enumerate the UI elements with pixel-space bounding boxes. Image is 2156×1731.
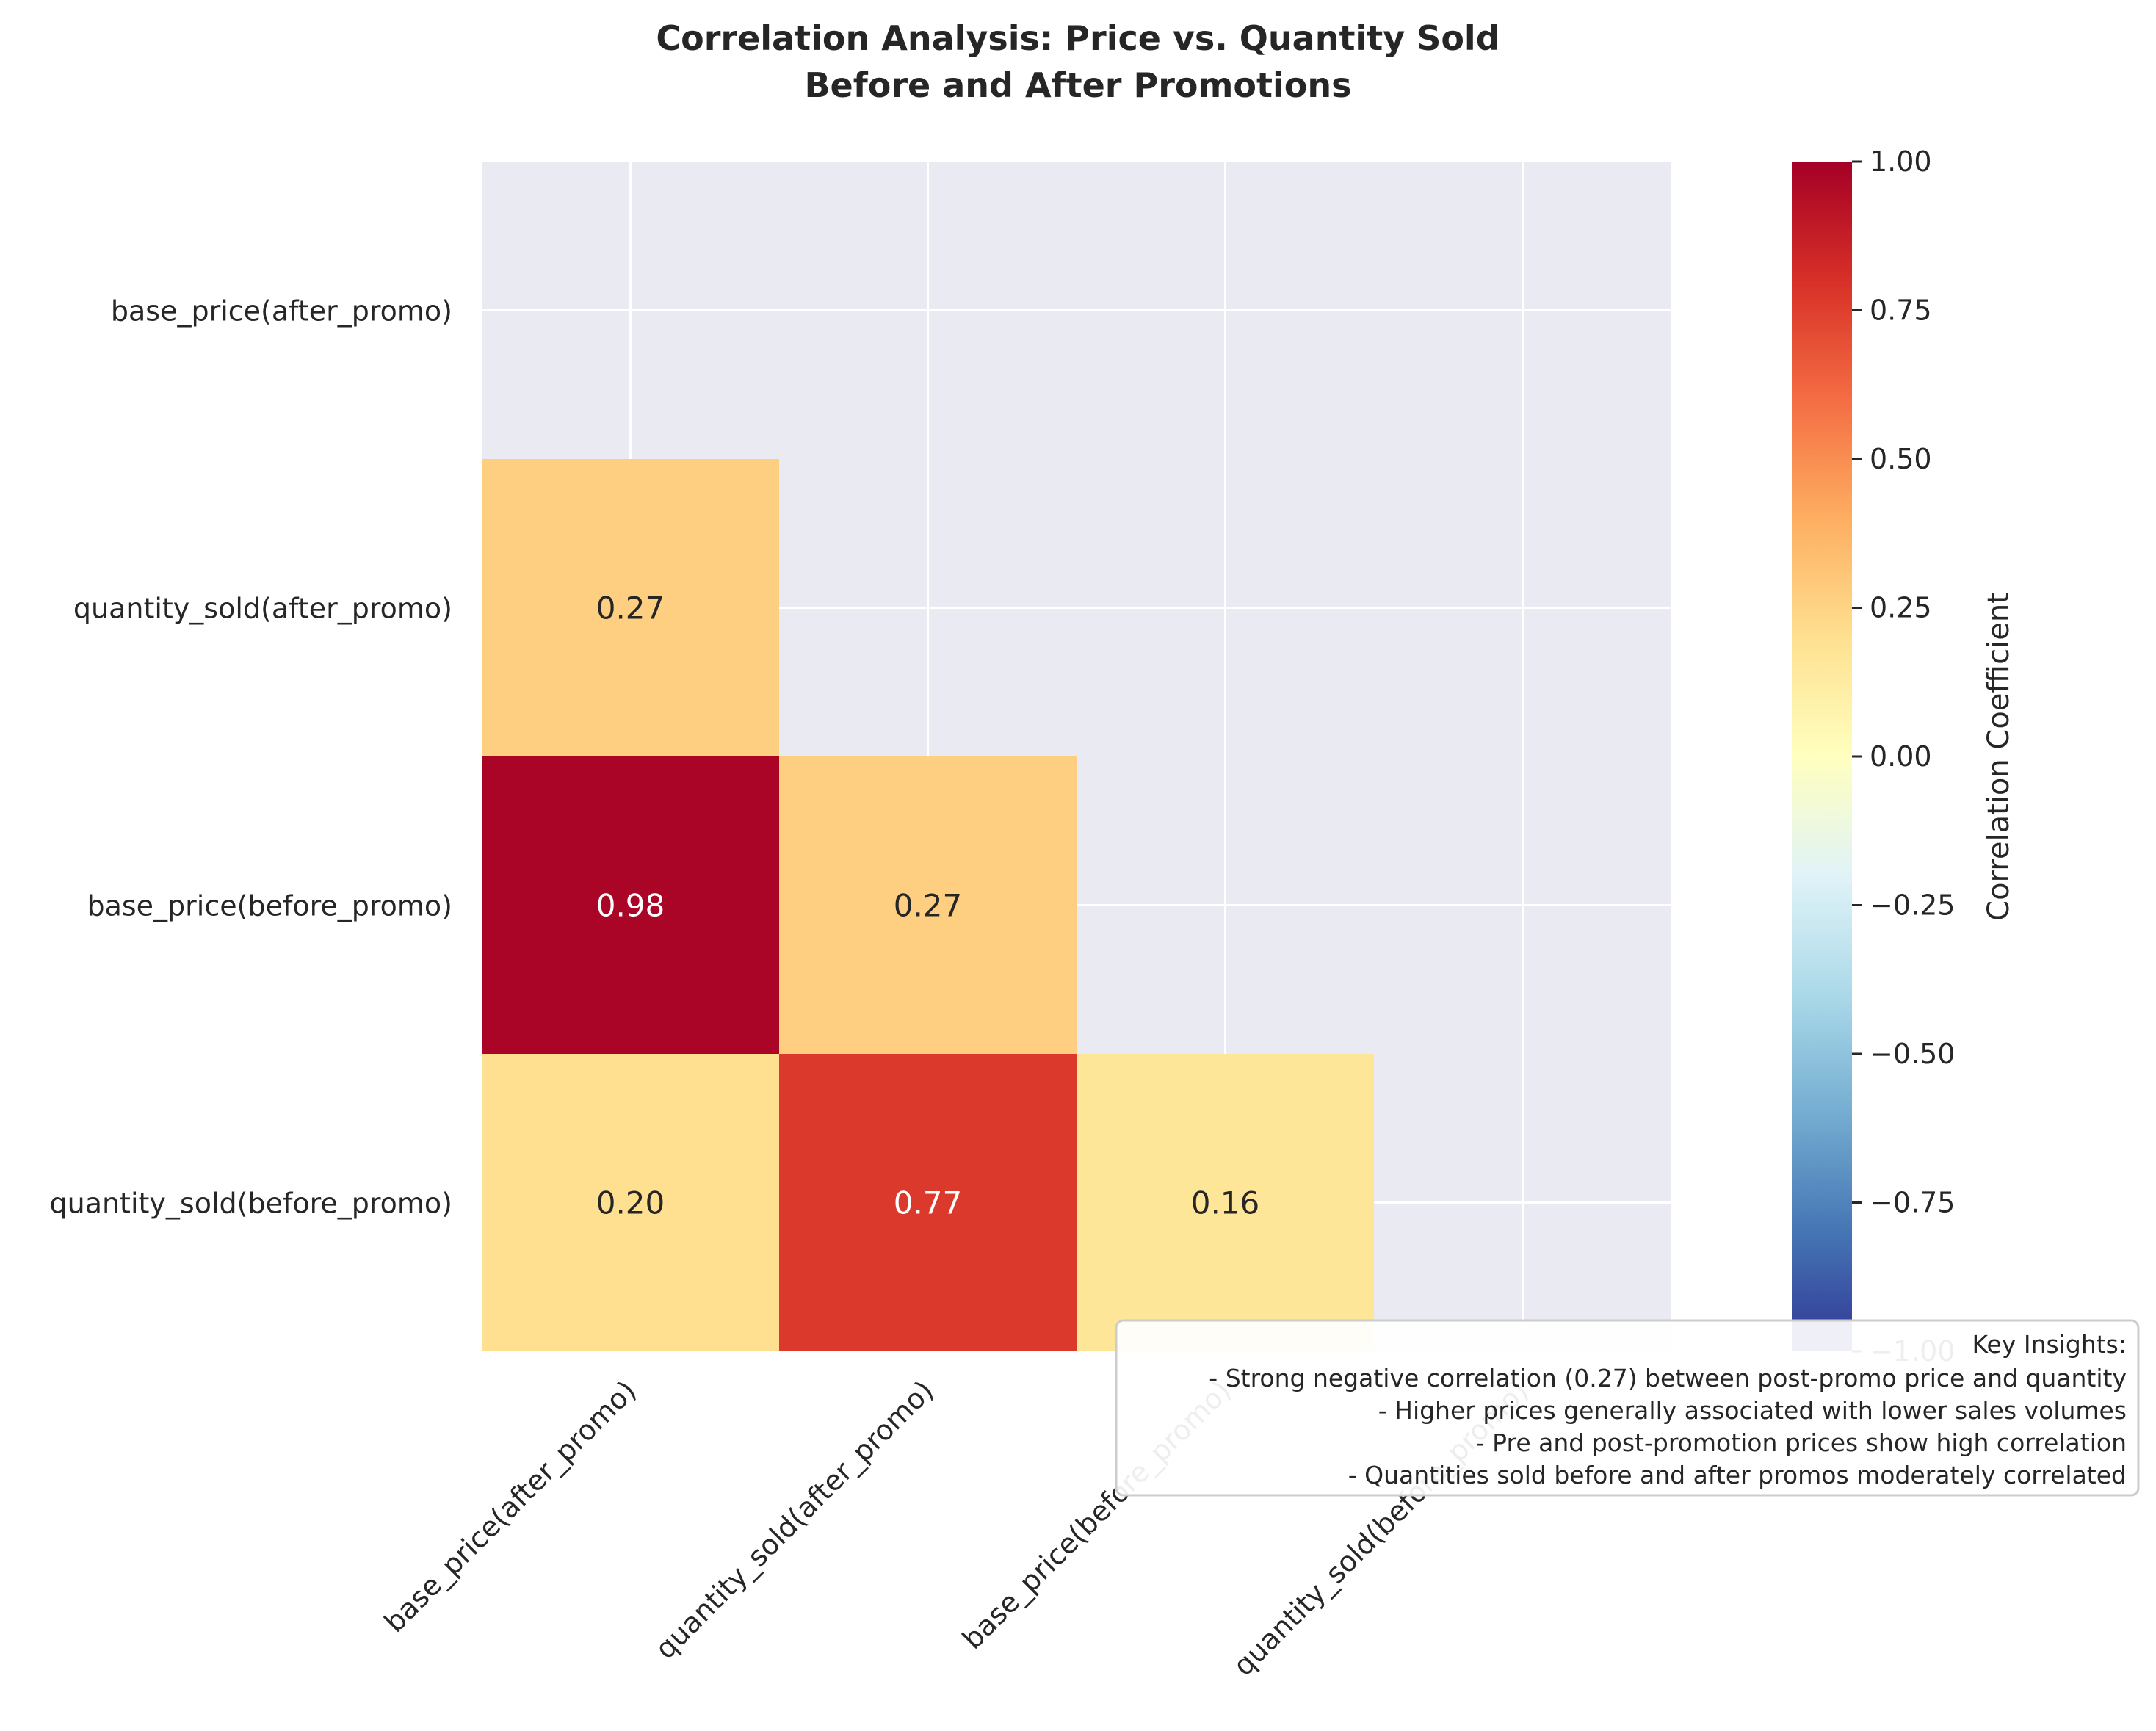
row-tick-label: base_price(after_promo) [111, 295, 452, 328]
insights-line: - Strong negative correlation (0.27) bet… [1209, 1364, 2127, 1392]
colorbar-tick-label: 0.00 [1870, 740, 1932, 773]
colorbar-tick-label: −0.50 [1870, 1038, 1955, 1070]
colorbar-tick-label: −0.25 [1870, 889, 1955, 922]
insights-line: - Higher prices generally associated wit… [1378, 1396, 2127, 1425]
cell-value-label: 0.20 [596, 1185, 665, 1221]
row-tick-label: quantity_sold(after_promo) [73, 593, 452, 625]
colorbar-tick-label: 0.25 [1870, 592, 1932, 624]
heatmap-cell [779, 756, 1077, 1054]
colorbar-tick-label: 1.00 [1870, 145, 1932, 178]
heatmap-cell [482, 459, 779, 756]
insights-box [1115, 1319, 2140, 1497]
colorbar-tick-label: −0.75 [1870, 1187, 1955, 1219]
cell-value-label: 0.27 [894, 888, 963, 924]
row-tick-label: quantity_sold(before_promo) [49, 1188, 452, 1220]
colorbar-tick-label: 0.50 [1870, 443, 1932, 475]
cell-value-label: 0.98 [596, 888, 665, 924]
heatmap-cell [482, 756, 779, 1054]
colorbar [1792, 162, 1852, 1351]
cell-value-label: 0.27 [596, 590, 665, 626]
cell-value-label: 0.77 [894, 1185, 963, 1221]
insights-line: - Quantities sold before and after promo… [1348, 1461, 2127, 1489]
colorbar-tick-label: 0.75 [1870, 294, 1932, 327]
heatmap-cell [1077, 1054, 1374, 1351]
heatmap-cell [779, 1054, 1077, 1351]
insights-title: Key Insights: [1972, 1330, 2127, 1359]
heatmap-cell [482, 1054, 779, 1351]
chart-title-line: Before and After Promotions [804, 65, 1351, 105]
chart-title-line: Correlation Analysis: Price vs. Quantity… [656, 18, 1500, 58]
row-tick-label: base_price(before_promo) [87, 890, 452, 922]
colorbar-label: Correlation Coefficient [1982, 592, 2016, 921]
cell-value-label: 0.16 [1191, 1185, 1260, 1221]
insights-line: - Pre and post-promotion prices show hig… [1476, 1428, 2127, 1457]
